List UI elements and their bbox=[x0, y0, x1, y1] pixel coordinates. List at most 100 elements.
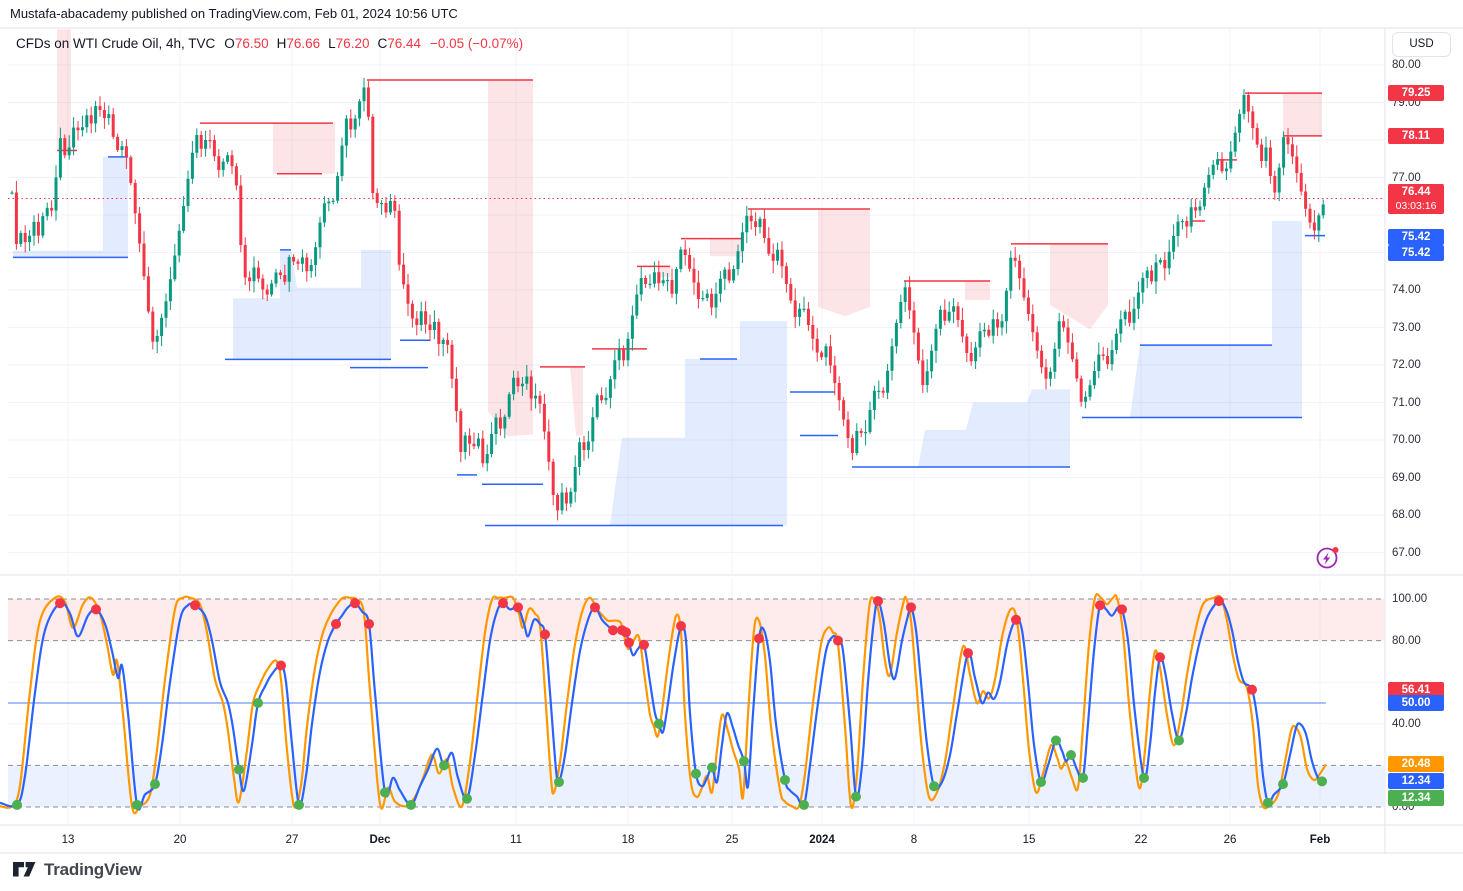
oscillator-badge: 20.48 bbox=[1388, 756, 1444, 773]
supply-zone-area bbox=[965, 281, 990, 301]
attribution-text: Mustafa-abacademy published on TradingVi… bbox=[10, 6, 458, 21]
time-axis-label[interactable]: Dec bbox=[369, 834, 391, 846]
ohlc-item: C76.44 bbox=[377, 36, 422, 51]
ohlc-item: O76.50 bbox=[224, 36, 269, 51]
time-axis-label[interactable]: Feb bbox=[1309, 834, 1331, 846]
price-axis-label[interactable]: 77.00 bbox=[1392, 171, 1421, 184]
time-axis-label[interactable]: 2024 bbox=[809, 834, 835, 846]
supply-zone-area bbox=[658, 266, 670, 277]
time-axis-label[interactable]: 22 bbox=[1134, 834, 1148, 846]
ohlc-item: H76.66 bbox=[276, 36, 321, 51]
overbought-signal-dot bbox=[540, 629, 550, 640]
overbought-signal-dot bbox=[963, 648, 973, 659]
time-axis-label[interactable]: 13 bbox=[61, 834, 75, 846]
oversold-signal-dot bbox=[294, 799, 304, 810]
oscillator-badge: 12.34 bbox=[1388, 790, 1444, 807]
oversold-signal-dot bbox=[406, 799, 416, 810]
oversold-signal-dot bbox=[439, 760, 449, 771]
price-axis-label[interactable]: 70.00 bbox=[1392, 434, 1421, 446]
symbol-legend[interactable]: CFDs on WTI Crude Oil, 4h, TVC O76.50 H76… bbox=[16, 36, 523, 51]
overbought-signal-dot bbox=[513, 602, 523, 613]
oversold-signal-dot bbox=[253, 698, 263, 708]
overbought-signal-dot bbox=[833, 635, 843, 646]
overbought-signal-dot bbox=[350, 598, 360, 609]
oversold-signal-dot bbox=[1066, 750, 1076, 760]
oversold-signal-dot bbox=[1139, 772, 1149, 783]
price-badge: 76.44 03:03:16 bbox=[1388, 183, 1444, 214]
supply-zone-area bbox=[818, 209, 870, 317]
flash-button[interactable] bbox=[1313, 543, 1343, 573]
overbought-signal-dot bbox=[1214, 596, 1224, 607]
time-axis-label[interactable]: 15 bbox=[1022, 834, 1036, 846]
price-axis-label[interactable]: 73.00 bbox=[1392, 321, 1421, 334]
demand-zone-area bbox=[13, 156, 128, 258]
supply-zone-area bbox=[710, 238, 742, 257]
oscillator-axis-label[interactable]: 100.00 bbox=[1392, 593, 1428, 605]
time-axis-label[interactable]: 18 bbox=[621, 834, 635, 846]
oversold-signal-dot bbox=[1317, 776, 1327, 787]
overbought-signal-dot bbox=[754, 633, 764, 644]
oversold-signal-dot bbox=[707, 762, 717, 773]
overbought-signal-dot bbox=[331, 618, 341, 629]
overbought-signal-dot bbox=[1095, 600, 1105, 611]
overbought-signal-dot bbox=[364, 618, 374, 629]
notification-dot bbox=[1332, 547, 1339, 553]
supply-zone-area bbox=[273, 123, 335, 174]
supply-zone-area bbox=[1283, 93, 1322, 136]
demand-zone-area bbox=[918, 389, 1070, 467]
time-axis-label[interactable]: 20 bbox=[173, 834, 187, 846]
supply-zone-area bbox=[57, 29, 71, 151]
overbought-signal-dot bbox=[55, 598, 65, 609]
oversold-signal-dot bbox=[462, 793, 472, 804]
time-axis-label[interactable]: 11 bbox=[510, 834, 522, 846]
oversold-signal-dot bbox=[1174, 735, 1184, 746]
price-axis-label[interactable]: 68.00 bbox=[1392, 509, 1421, 521]
oversold-signal-dot bbox=[691, 768, 701, 779]
overbought-signal-dot bbox=[639, 639, 649, 650]
overbought-signal-dot bbox=[1155, 652, 1165, 663]
oscillator-axis-label[interactable]: 80.00 bbox=[1392, 634, 1421, 647]
tradingview-watermark[interactable]: TradingView bbox=[12, 858, 142, 881]
overbought-signal-dot bbox=[91, 604, 101, 615]
oversold-signal-dot bbox=[654, 718, 664, 729]
ohlc-item: L76.20 bbox=[328, 36, 370, 51]
time-axis-label[interactable]: 26 bbox=[1223, 834, 1237, 846]
oversold-signal-dot bbox=[12, 799, 22, 810]
oversold-signal-dot bbox=[1278, 779, 1288, 790]
overbought-band bbox=[8, 599, 1384, 641]
overbought-signal-dot bbox=[1247, 684, 1257, 695]
overbought-signal-dot bbox=[676, 621, 686, 632]
price-axis-label[interactable]: 80.00 bbox=[1392, 59, 1421, 71]
oversold-signal-dot bbox=[739, 756, 749, 767]
lightning-icon bbox=[1323, 552, 1331, 565]
overbought-signal-dot bbox=[190, 600, 200, 611]
supply-zone-area bbox=[570, 366, 583, 436]
demand-zone-area bbox=[1130, 221, 1302, 418]
oscillator-badge: 50.00 bbox=[1388, 695, 1444, 711]
price-badge: 75.42 bbox=[1388, 245, 1444, 262]
price-axis-label[interactable]: 74.00 bbox=[1392, 284, 1421, 296]
oversold-signal-dot bbox=[1036, 777, 1046, 788]
price-axis-label[interactable]: 69.00 bbox=[1392, 471, 1421, 484]
overbought-signal-dot bbox=[621, 627, 631, 638]
oversold-signal-dot bbox=[929, 781, 939, 792]
price-axis-label[interactable]: 67.00 bbox=[1392, 546, 1421, 559]
oscillator-k-line bbox=[0, 599, 1327, 811]
oscillator-axis-label[interactable]: 40.00 bbox=[1392, 717, 1421, 730]
overbought-signal-dot bbox=[498, 598, 508, 609]
oversold-signal-dot bbox=[554, 777, 564, 788]
overbought-signal-dot bbox=[1117, 604, 1127, 615]
price-badge: 79.25 bbox=[1388, 85, 1444, 102]
time-axis-label[interactable]: 27 bbox=[285, 834, 299, 846]
time-axis-label[interactable]: 8 bbox=[910, 834, 918, 846]
price-axis-label[interactable]: 71.00 bbox=[1392, 396, 1421, 409]
oversold-signal-dot bbox=[150, 779, 160, 790]
price-badge: 78.11 bbox=[1388, 127, 1444, 144]
time-axis-label[interactable]: 25 bbox=[725, 834, 739, 846]
price-axis-label[interactable]: 72.00 bbox=[1392, 359, 1421, 371]
oversold-signal-dot bbox=[234, 764, 244, 775]
currency-button[interactable]: USD bbox=[1392, 32, 1451, 57]
change-value: −0.05 (−0.07%) bbox=[430, 36, 524, 51]
oversold-signal-dot bbox=[1078, 772, 1088, 783]
